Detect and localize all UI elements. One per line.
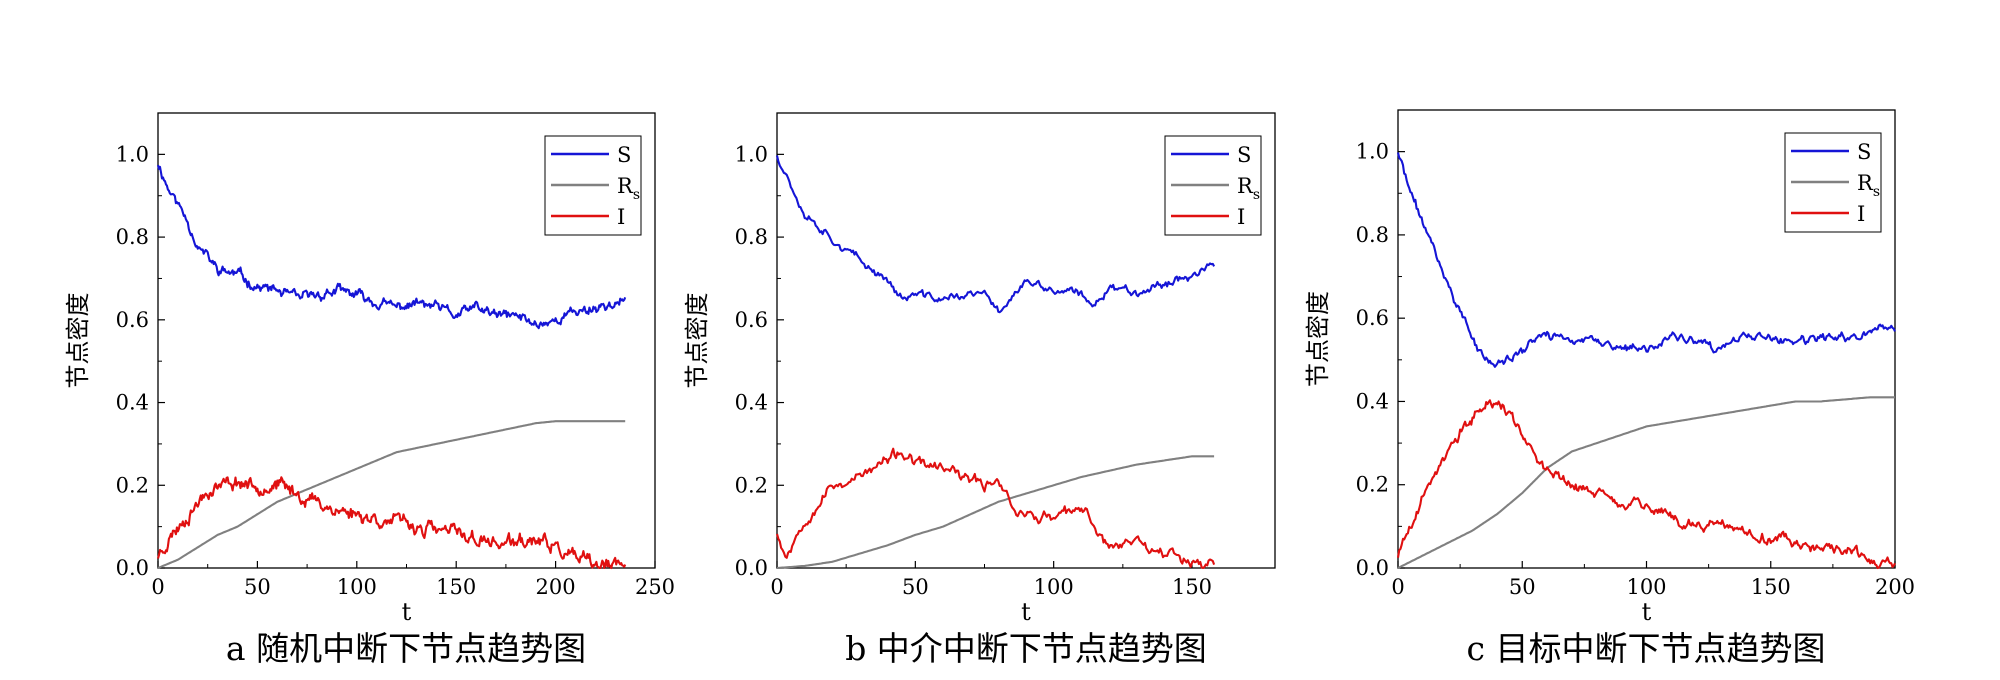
legend-subscript: s — [1253, 187, 1260, 203]
x-tick-label: 100 — [337, 575, 377, 599]
series-line-r — [1397, 396, 1895, 569]
y-tick-label: 0.2 — [116, 473, 149, 497]
y-axis-title: 节点密度 — [1304, 291, 1332, 387]
x-axis-title: t — [1021, 598, 1031, 626]
y-tick-label: 0.0 — [735, 556, 768, 580]
x-axis-title: t — [1642, 598, 1652, 626]
legend-label-s: S — [1237, 143, 1251, 167]
series-line-s — [775, 155, 1216, 314]
panel-caption: c 目标中断下节点趋势图 — [1467, 629, 1826, 668]
x-axis-title: t — [402, 598, 412, 626]
y-tick-label: 1.0 — [1356, 140, 1389, 164]
legend-subscript: s — [633, 187, 640, 203]
series-line-s — [1396, 152, 1896, 368]
y-tick-label: 0.6 — [735, 308, 768, 332]
y-tick-label: 0.4 — [1356, 389, 1389, 413]
y-tick-label: 0.4 — [735, 391, 768, 415]
plot-frame — [776, 112, 1276, 569]
y-axis-title: 节点密度 — [683, 293, 711, 389]
series-line-i — [1396, 399, 1896, 570]
x-tick-label: 0 — [151, 575, 164, 599]
legend-subscript: s — [1873, 184, 1880, 200]
panel-caption: a 随机中断下节点趋势图 — [226, 629, 586, 668]
x-tick-label: 150 — [1172, 575, 1212, 599]
y-tick-label: 0.6 — [116, 308, 149, 332]
series-line-s — [156, 164, 627, 330]
x-tick-label: 0 — [1391, 575, 1404, 599]
y-tick-label: 0.4 — [116, 391, 149, 415]
x-tick-label: 200 — [536, 575, 576, 599]
x-tick-label: 150 — [436, 575, 476, 599]
y-tick-label: 1.0 — [116, 142, 149, 166]
legend-label-i: I — [1857, 202, 1865, 226]
y-tick-label: 0.0 — [1356, 556, 1389, 580]
legend-label-i: I — [617, 205, 625, 229]
x-tick-label: 50 — [1509, 575, 1536, 599]
series-line-i — [156, 476, 627, 570]
series-line-i — [775, 447, 1216, 570]
y-tick-label: 1.0 — [735, 142, 768, 166]
x-tick-label: 150 — [1751, 575, 1791, 599]
x-tick-label: 100 — [1626, 575, 1666, 599]
y-tick-label: 0.8 — [116, 225, 149, 249]
panel-caption: b 中介中断下节点趋势图 — [845, 629, 1207, 668]
legend-label-s: S — [1857, 140, 1871, 164]
x-tick-label: 0 — [770, 575, 783, 599]
y-tick-label: 0.2 — [1356, 473, 1389, 497]
y-axis-title: 节点密度 — [64, 293, 92, 389]
legend-label-s: S — [617, 143, 631, 167]
x-tick-label: 100 — [1034, 575, 1074, 599]
x-tick-label: 250 — [635, 575, 675, 599]
x-tick-label: 50 — [902, 575, 929, 599]
y-tick-label: 0.8 — [735, 225, 768, 249]
x-tick-label: 200 — [1875, 575, 1915, 599]
y-tick-label: 0.8 — [1356, 223, 1389, 247]
panels-container: 0 50 100 150 200 250 0.0 0.2 0.4 0.6 0.8 1.0 t 节点密度 SR… — [64, 109, 1915, 668]
y-tick-label: 0.2 — [735, 473, 768, 497]
x-tick-label: 50 — [244, 575, 271, 599]
legend-label-i: I — [1237, 205, 1245, 229]
y-tick-label: 0.0 — [116, 556, 149, 580]
series-line-r — [157, 420, 626, 569]
y-tick-label: 0.6 — [1356, 306, 1389, 330]
series-line-r — [776, 455, 1215, 570]
chart-panel-1: 0 50 100 150 200 250 0.0 0.2 0.4 0.6 0.8 1.0 t 节点密度 SR… — [64, 112, 675, 668]
